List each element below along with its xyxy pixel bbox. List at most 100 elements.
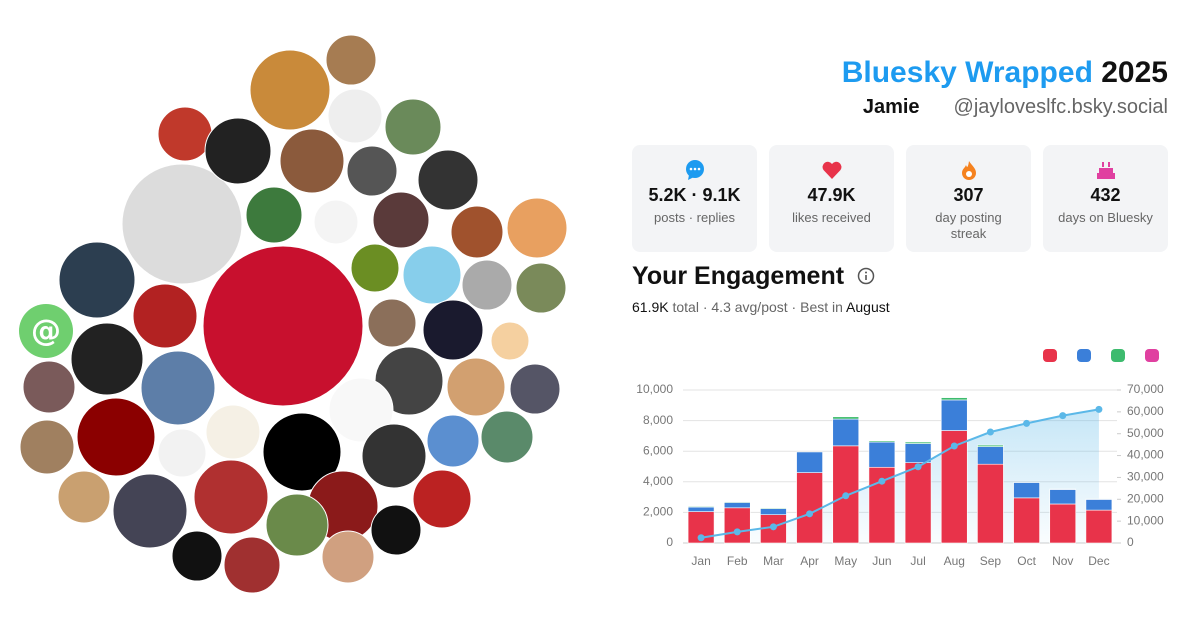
stat-value: 5.2K · 9.1K: [648, 185, 741, 205]
stat-value: 432: [1090, 185, 1121, 205]
x-tick-label: Dec: [1088, 554, 1109, 568]
avatar: [426, 414, 480, 468]
section-title: Your Engagement: [632, 262, 875, 291]
line-point: [842, 492, 850, 500]
bar-segment: [940, 397, 968, 401]
icon: [685, 160, 704, 180]
stat-value: 307: [953, 185, 984, 205]
engagement-chart: 0 2,000 4,000 6,000 8,000 10,000 0 10,000 20,000…: [636, 349, 1164, 568]
bar-segment: [723, 502, 751, 509]
section-title-text: Your Engagement: [632, 262, 845, 290]
stat-card: 47.9K likes received: [769, 145, 894, 252]
line-point: [914, 463, 922, 471]
display-name: Jamie: [862, 96, 920, 118]
y-tick-label: 0: [666, 535, 673, 549]
bar-segment: [723, 501, 751, 503]
avatar: [490, 321, 530, 361]
info-icon[interactable]: [857, 267, 875, 285]
avatar: [422, 299, 484, 361]
stat-label: days on Bluesky: [1058, 210, 1153, 225]
avatar-cloud: @: [19, 34, 568, 594]
bar-segment: [687, 506, 715, 512]
legend-icon: [1077, 349, 1091, 362]
avatar: [361, 423, 427, 489]
line-point: [769, 523, 777, 531]
avatar: [515, 262, 567, 314]
y2-tick-label: 20,000: [1127, 491, 1164, 505]
avatar: [350, 243, 400, 293]
line-point: [878, 477, 886, 485]
avatar: [265, 493, 329, 557]
bar-segment: [760, 508, 787, 515]
icon: [1096, 162, 1115, 179]
summary-best: August: [846, 299, 890, 315]
x-tick-label: Feb: [727, 554, 748, 568]
bar-segment: [1049, 489, 1077, 505]
avatar: [450, 205, 504, 259]
avatar: [245, 186, 303, 244]
avatar: [327, 88, 383, 144]
x-tick-label: Nov: [1052, 554, 1073, 568]
avatar: [325, 34, 377, 86]
bar-segment: [1085, 509, 1113, 544]
line: [700, 408, 1100, 539]
stat-label: likes received: [792, 210, 871, 225]
y2-tick-label: 30,000: [1127, 470, 1164, 484]
avatar: [417, 149, 479, 211]
avatar: [402, 245, 462, 305]
avatar: [321, 530, 375, 584]
y2-tick-label: 70,000: [1127, 382, 1164, 396]
line-point: [1059, 412, 1067, 420]
avatar: [58, 241, 136, 319]
line-point: [1023, 419, 1031, 427]
stat-card: 5.2K · 9.1K posts · replies: [632, 145, 757, 252]
avatar: [223, 536, 281, 594]
avatar: [372, 191, 430, 249]
y-tick-label: 2,000: [643, 505, 673, 519]
bar-segment: [760, 507, 787, 509]
bar-segment: [1049, 503, 1077, 544]
x-tick-label: Jul: [910, 554, 925, 568]
icon: [961, 161, 976, 180]
x-tick-label: Apr: [800, 554, 819, 568]
bar-segment: [723, 507, 751, 544]
user: Jamie @jayloveslfc.bsky.social: [863, 96, 1168, 119]
bar-segment: [687, 505, 715, 508]
avatar: [446, 357, 506, 417]
line-point: [1095, 405, 1103, 413]
avatar: [262, 412, 342, 492]
x-tick-label: May: [834, 554, 857, 568]
avatar: [57, 470, 111, 524]
avatar: [157, 106, 213, 162]
y-tick-label: 10,000: [636, 382, 673, 396]
x-tick-label: Jun: [872, 554, 891, 568]
line-point: [806, 510, 814, 518]
title-text: Bluesky Wrapped: [841, 56, 1093, 89]
stat-label: posts · replies: [654, 210, 735, 225]
stat-card: 307 day posting streak: [906, 145, 1031, 252]
line-point: [697, 534, 705, 542]
avatar: [509, 363, 561, 415]
bar-segment: [832, 418, 860, 447]
bar-segment: [977, 463, 1004, 544]
summary-text: total · 4.3 avg/post · Best in: [672, 299, 843, 315]
bar-segment: [904, 462, 932, 544]
bar-segment: [977, 446, 1004, 465]
summary-total: 61.9K: [632, 299, 669, 315]
bar-segment: [940, 399, 968, 431]
avatar: [204, 117, 272, 185]
avatar: [346, 145, 398, 197]
line-point: [950, 442, 958, 450]
handle: @jayloveslfc.bsky.social: [953, 96, 1168, 118]
avatar: [19, 304, 73, 358]
avatar: [279, 128, 345, 194]
x-tick-label: Mar: [763, 554, 784, 568]
x-tick-label: Oct: [1017, 554, 1036, 568]
stat-value: 47.9K: [807, 185, 856, 205]
line-point: [986, 428, 994, 436]
avatar: [384, 98, 442, 156]
avatar: [461, 259, 513, 311]
y-tick-label: 4,000: [643, 474, 673, 488]
avatar: [412, 469, 472, 529]
bar-segment: [904, 443, 932, 463]
